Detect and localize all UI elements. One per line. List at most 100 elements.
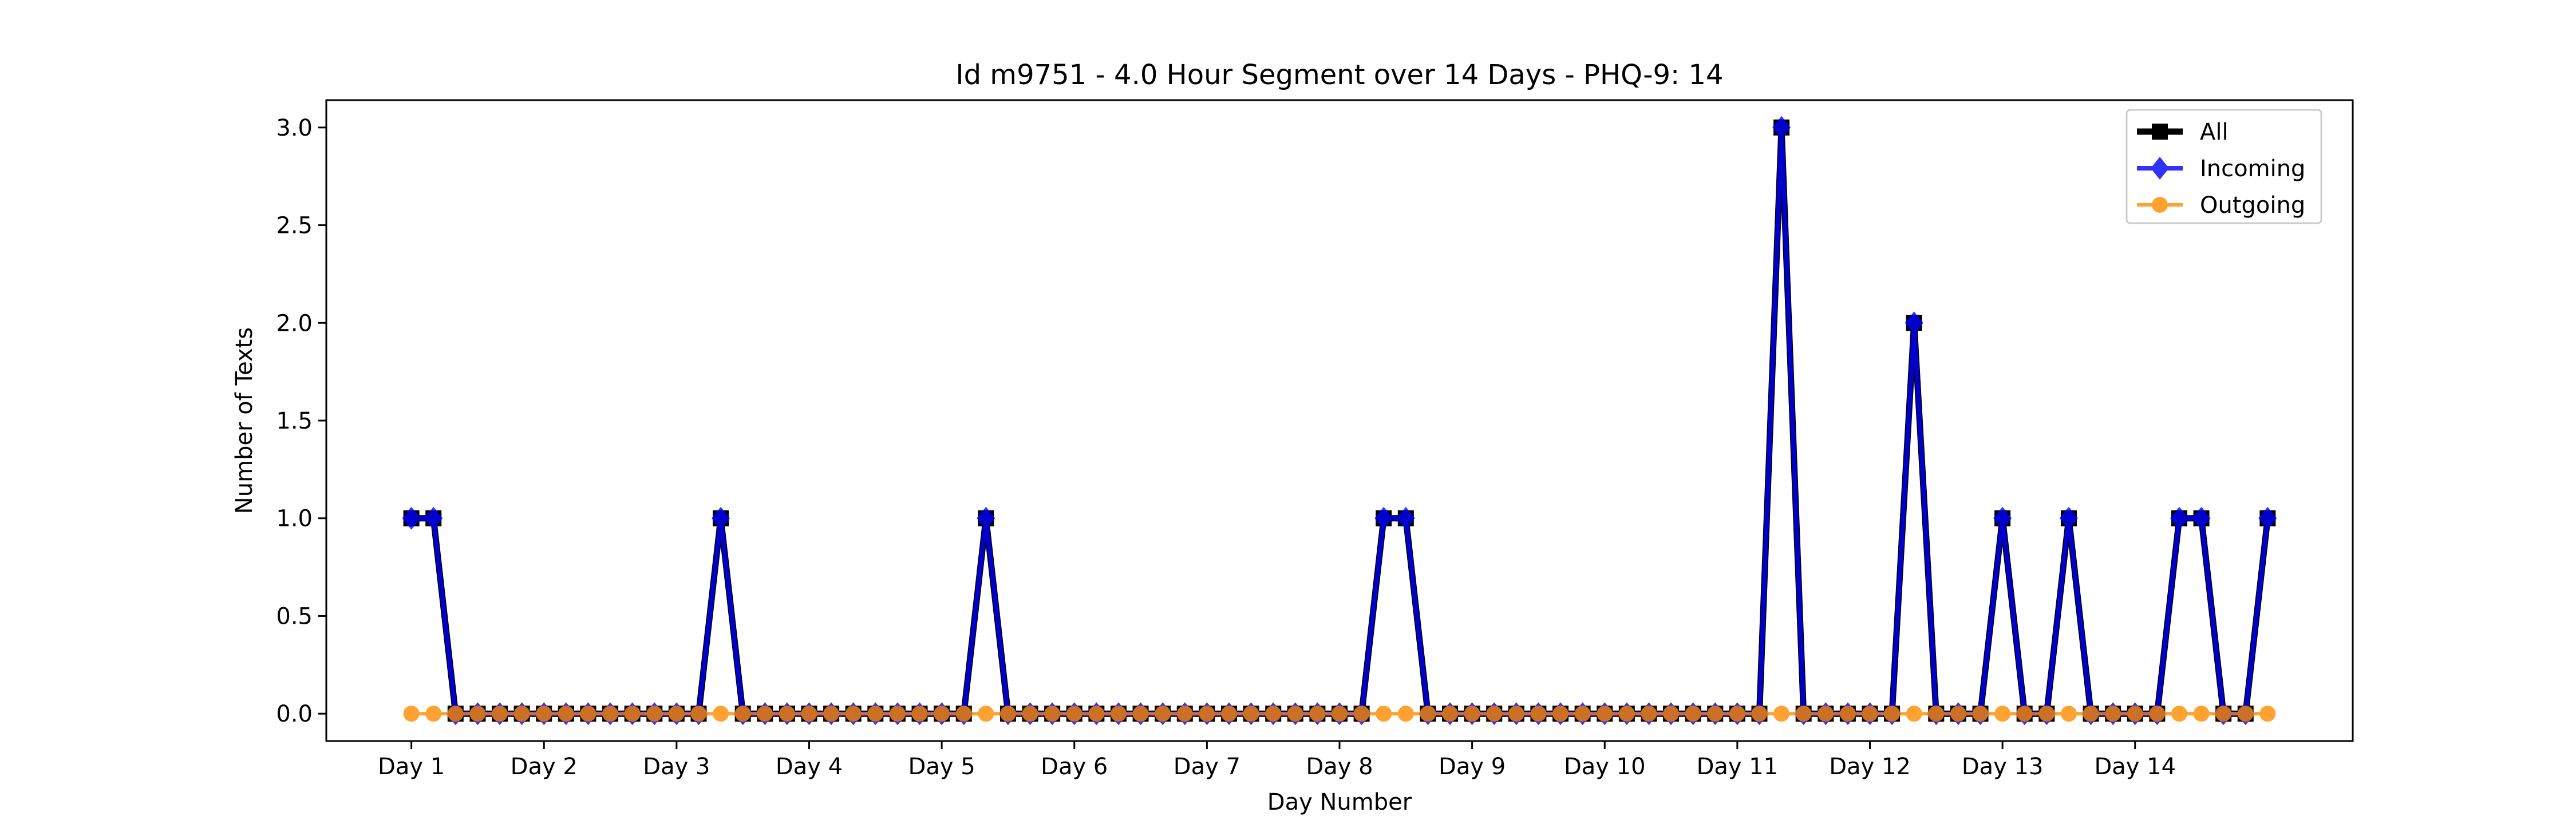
- data-point-outgoing: [713, 706, 729, 722]
- data-point-outgoing: [801, 706, 817, 722]
- data-point-outgoing: [1353, 706, 1370, 722]
- x-tick-label: Day 13: [1962, 754, 2044, 780]
- data-point-incoming: [1396, 506, 1415, 530]
- data-point-outgoing: [536, 706, 552, 722]
- data-point-outgoing: [1641, 706, 1657, 722]
- data-point-outgoing: [1597, 706, 1613, 722]
- data-point-outgoing: [1574, 706, 1591, 722]
- data-point-outgoing: [1066, 706, 1082, 722]
- legend: All Incoming Outgoing: [2125, 109, 2322, 224]
- data-point-outgoing: [1132, 706, 1149, 722]
- data-point-outgoing: [1729, 706, 1745, 722]
- x-tick-label: Day 4: [776, 754, 843, 780]
- x-axis-label: Day Number: [1267, 789, 1412, 815]
- y-tick-label: 3.0: [276, 115, 313, 141]
- data-point-outgoing: [845, 706, 862, 722]
- legend-marker-all: [2152, 124, 2168, 140]
- data-point-outgoing: [1552, 706, 1569, 722]
- x-tick-label: Day 8: [1306, 754, 1373, 780]
- data-point-incoming: [1772, 116, 1791, 139]
- x-tick-label: Day 12: [1829, 754, 1911, 780]
- data-point-incoming: [1905, 311, 1923, 335]
- data-point-incoming: [2059, 506, 2078, 530]
- data-point-outgoing: [1376, 706, 1392, 722]
- data-point-outgoing: [580, 706, 596, 722]
- x-tick-label: Day 1: [378, 754, 445, 780]
- y-axis-label: Number of Texts: [231, 327, 258, 514]
- series-incoming: [402, 116, 2277, 726]
- data-point-outgoing: [2215, 706, 2232, 722]
- data-point-outgoing: [1751, 706, 1768, 722]
- data-point-outgoing: [978, 706, 994, 722]
- data-point-incoming: [424, 506, 443, 530]
- data-point-outgoing: [779, 706, 795, 722]
- data-point-outgoing: [1663, 706, 1680, 722]
- data-point-outgoing: [425, 706, 442, 722]
- data-point-outgoing: [624, 706, 641, 722]
- data-point-outgoing: [1862, 706, 1878, 722]
- data-point-outgoing: [1464, 706, 1480, 722]
- y-tick-label: 1.0: [276, 506, 313, 532]
- data-point-outgoing: [469, 706, 486, 722]
- data-point-outgoing: [955, 706, 972, 722]
- x-tick-label: Day 10: [1564, 754, 1646, 780]
- data-point-outgoing: [823, 706, 840, 722]
- y-axis: 0.0 0.5 1.0 1.5 2.0 2.5 3.0: [276, 115, 326, 727]
- y-tick-label: 1.5: [276, 408, 313, 434]
- data-point-outgoing: [403, 706, 420, 722]
- data-point-outgoing: [2149, 706, 2166, 722]
- data-point-outgoing: [2259, 706, 2276, 722]
- data-point-incoming: [2170, 506, 2188, 530]
- plot-area: [402, 116, 2277, 726]
- series-line-incoming: [411, 125, 2270, 716]
- x-tick-label: Day 6: [1041, 754, 1108, 780]
- data-point-outgoing: [911, 706, 928, 722]
- data-point-outgoing: [1530, 706, 1547, 722]
- x-tick-label: Day 5: [908, 754, 975, 780]
- data-point-outgoing: [1088, 706, 1105, 722]
- data-point-outgoing: [1994, 706, 2011, 722]
- data-point-outgoing: [1508, 706, 1524, 722]
- y-tick-label: 0.5: [276, 603, 313, 629]
- x-tick-label: Day 7: [1174, 754, 1240, 780]
- data-point-outgoing: [1906, 706, 1922, 722]
- y-tick-label: 2.5: [276, 213, 313, 239]
- data-point-outgoing: [2193, 706, 2210, 722]
- data-point-outgoing: [2060, 706, 2077, 722]
- data-point-outgoing: [1618, 706, 1635, 722]
- data-point-outgoing: [602, 706, 619, 722]
- data-point-outgoing: [1044, 706, 1061, 722]
- legend-item-outgoing: [2137, 197, 2183, 213]
- data-point-outgoing: [1397, 706, 1414, 722]
- data-point-outgoing: [1332, 706, 1348, 722]
- data-point-outgoing: [1818, 706, 1834, 722]
- x-tick-label: Day 9: [1439, 754, 1506, 780]
- chart-title: Id m9751 - 4.0 Hour Segment over 14 Days…: [955, 59, 1723, 91]
- data-point-outgoing: [2237, 706, 2254, 722]
- data-point-outgoing: [889, 706, 906, 722]
- data-point-outgoing: [1685, 706, 1701, 722]
- data-point-outgoing: [1265, 706, 1282, 722]
- x-tick-label: Day 11: [1697, 754, 1779, 780]
- series-outgoing: [403, 706, 2276, 722]
- data-point-outgoing: [734, 706, 751, 722]
- data-point-outgoing: [1243, 706, 1259, 722]
- data-point-outgoing: [2083, 706, 2099, 722]
- data-point-outgoing: [1220, 706, 1237, 722]
- data-point-outgoing: [1950, 706, 1966, 722]
- data-point-outgoing: [1486, 706, 1503, 722]
- legend-item-incoming: [2137, 157, 2183, 180]
- legend-label-incoming: Incoming: [2200, 156, 2305, 182]
- data-point-incoming: [712, 506, 730, 530]
- data-point-outgoing: [1442, 706, 1459, 722]
- data-point-outgoing: [690, 706, 707, 722]
- data-point-outgoing: [668, 706, 685, 722]
- data-point-outgoing: [934, 706, 950, 722]
- data-point-incoming: [2192, 506, 2211, 530]
- data-point-outgoing: [1420, 706, 1436, 722]
- legend-label-outgoing: Outgoing: [2200, 192, 2305, 219]
- data-point-outgoing: [1884, 706, 1901, 722]
- data-point-incoming: [977, 506, 995, 530]
- data-point-outgoing: [999, 706, 1016, 722]
